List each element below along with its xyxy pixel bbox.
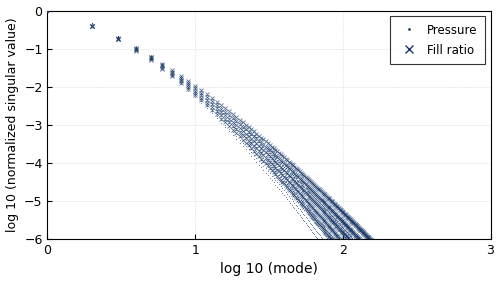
X-axis label: log 10 (mode): log 10 (mode) bbox=[220, 263, 318, 276]
Y-axis label: log 10 (normalized singular value): log 10 (normalized singular value) bbox=[6, 17, 18, 232]
Legend: Pressure, Fill ratio: Pressure, Fill ratio bbox=[390, 16, 484, 64]
